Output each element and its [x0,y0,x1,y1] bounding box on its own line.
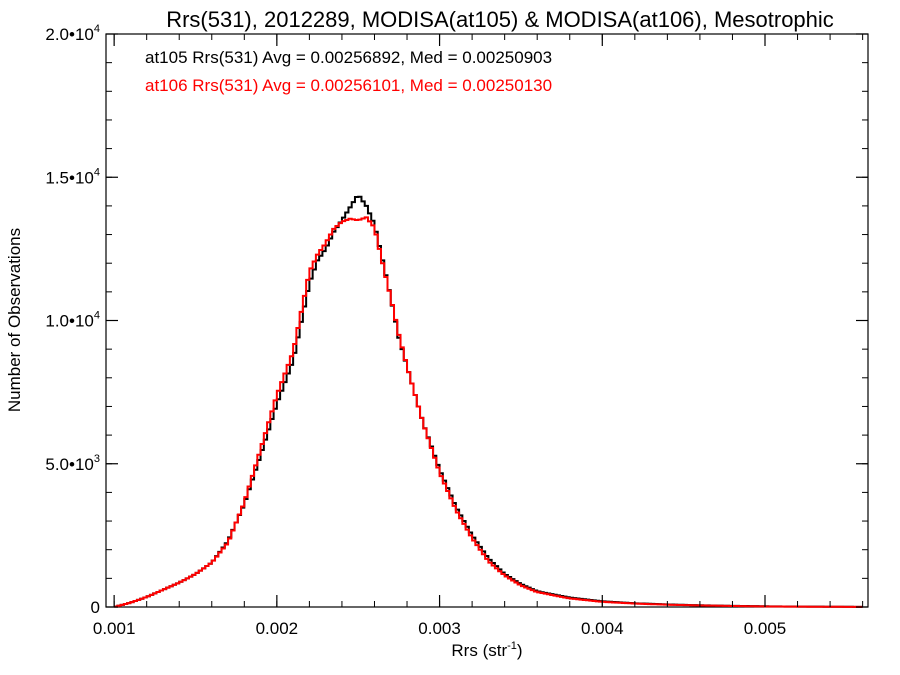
y-tick-label: 1.5•104 [45,166,100,187]
x-tick-label: 0.003 [418,619,461,638]
y-tick-label: 1.0•104 [45,310,100,331]
x-tick-label: 0.001 [93,619,136,638]
y-tick-label: 2.0•104 [45,23,100,44]
series-layer [114,195,863,608]
plot-frame [105,33,869,608]
x-tick-label: 0.002 [256,619,299,638]
x-tick-label: 0.004 [581,619,624,638]
legend-annotations: at105 Rrs(531) Avg = 0.00256892, Med = 0… [145,48,552,95]
series-line-at106 [114,216,863,608]
x-tick-label: 0.005 [744,619,787,638]
y-tick-label: 0 [91,598,100,617]
annotation-2: at106 Rrs(531) Avg = 0.00256101, Med = 0… [145,76,552,95]
annotation-1: at105 Rrs(531) Avg = 0.00256892, Med = 0… [145,48,552,67]
x-axis-ticks: 0.001 0.002 0.003 0.004 0.005 [93,34,864,638]
y-axis-ticks: 0 5.0•103 1.0•104 1.5•104 2.0•104 [45,23,868,617]
y-tick-label: 5.0•103 [45,453,100,474]
y-axis-label: Number of Observations [5,228,24,412]
x-axis-label: Rrs (str-1) [451,640,522,660]
plot-border [105,33,869,608]
chart-title: Rrs(531), 2012289, MODISA(at105) & MODIS… [166,7,834,32]
